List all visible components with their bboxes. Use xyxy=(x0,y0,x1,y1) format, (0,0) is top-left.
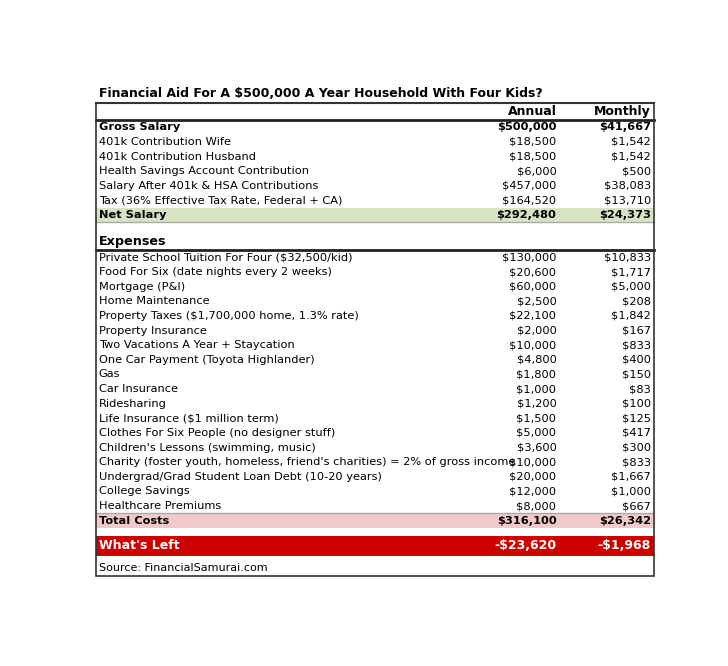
Text: $1,800: $1,800 xyxy=(516,370,556,380)
Text: $150: $150 xyxy=(622,370,651,380)
Text: $2,500: $2,500 xyxy=(517,296,556,306)
Text: $6,000: $6,000 xyxy=(517,166,556,176)
Text: Home Maintenance: Home Maintenance xyxy=(98,296,209,306)
Text: Undergrad/Grad Student Loan Debt (10-20 years): Undergrad/Grad Student Loan Debt (10-20 … xyxy=(98,472,381,482)
Text: Source: FinancialSamurai.com: Source: FinancialSamurai.com xyxy=(98,563,267,573)
Text: Financial Aid For A $500,000 A Year Household With Four Kids?: Financial Aid For A $500,000 A Year Hous… xyxy=(98,87,542,99)
Text: $18,500: $18,500 xyxy=(509,152,556,162)
Text: Private School Tuition For Four ($32,500/kid): Private School Tuition For Four ($32,500… xyxy=(98,252,352,262)
Text: $667: $667 xyxy=(622,501,651,511)
Text: -$1,968: -$1,968 xyxy=(598,539,651,552)
Text: Two Vacations A Year + Staycation: Two Vacations A Year + Staycation xyxy=(98,340,294,350)
Text: $1,542: $1,542 xyxy=(611,152,651,162)
Text: $1,717: $1,717 xyxy=(611,267,651,277)
Text: $300: $300 xyxy=(622,443,651,453)
Text: $5,000: $5,000 xyxy=(516,428,556,438)
Text: $833: $833 xyxy=(622,340,651,350)
Text: $1,200: $1,200 xyxy=(517,399,556,409)
Text: $83: $83 xyxy=(629,384,651,394)
Text: What's Left: What's Left xyxy=(98,539,179,552)
Text: $164,520: $164,520 xyxy=(502,195,556,205)
Text: 401k Contribution Wife: 401k Contribution Wife xyxy=(98,137,231,147)
Text: Food For Six (date nights every 2 weeks): Food For Six (date nights every 2 weeks) xyxy=(98,267,331,277)
Text: $1,842: $1,842 xyxy=(611,311,651,321)
Text: Mortgage (P&I): Mortgage (P&I) xyxy=(98,282,185,292)
Text: $10,000: $10,000 xyxy=(509,458,556,468)
Text: Net Salary: Net Salary xyxy=(98,210,166,220)
Text: $167: $167 xyxy=(622,326,651,336)
Text: Monthly: Monthly xyxy=(594,105,651,118)
Text: Tax (36% Effective Tax Rate, Federal + CA): Tax (36% Effective Tax Rate, Federal + C… xyxy=(98,195,342,205)
Text: Total Costs: Total Costs xyxy=(98,515,169,525)
Text: $10,833: $10,833 xyxy=(604,252,651,262)
Text: $130,000: $130,000 xyxy=(502,252,556,262)
Bar xyxy=(95,513,654,528)
Text: $8,000: $8,000 xyxy=(516,501,556,511)
Text: $60,000: $60,000 xyxy=(510,282,556,292)
Text: $13,710: $13,710 xyxy=(604,195,651,205)
Bar xyxy=(95,208,654,222)
Text: $18,500: $18,500 xyxy=(509,137,556,147)
Text: $20,600: $20,600 xyxy=(510,267,556,277)
Text: $1,500: $1,500 xyxy=(516,414,556,424)
Text: Annual: Annual xyxy=(507,105,556,118)
Text: $12,000: $12,000 xyxy=(510,486,556,496)
Text: $500,000: $500,000 xyxy=(497,123,556,133)
Text: Charity (foster youth, homeless, friend's charities) = 2% of gross income: Charity (foster youth, homeless, friend'… xyxy=(98,458,515,468)
Text: 401k Contribution Husband: 401k Contribution Husband xyxy=(98,152,256,162)
Text: $38,083: $38,083 xyxy=(604,180,651,190)
Text: $1,667: $1,667 xyxy=(611,472,651,482)
Text: $41,667: $41,667 xyxy=(599,123,651,133)
Text: $292,480: $292,480 xyxy=(496,210,556,220)
Text: Healthcare Premiums: Healthcare Premiums xyxy=(98,501,221,511)
Text: $26,342: $26,342 xyxy=(599,515,651,525)
Text: One Car Payment (Toyota Highlander): One Car Payment (Toyota Highlander) xyxy=(98,355,314,365)
Text: Ridesharing: Ridesharing xyxy=(98,399,167,409)
Text: $125: $125 xyxy=(622,414,651,424)
Text: Gross Salary: Gross Salary xyxy=(98,123,180,133)
Text: $457,000: $457,000 xyxy=(502,180,556,190)
Text: Expenses: Expenses xyxy=(98,235,166,248)
Text: $100: $100 xyxy=(622,399,651,409)
Text: Children's Lessons (swimming, music): Children's Lessons (swimming, music) xyxy=(98,443,315,453)
Text: Health Savings Account Contribution: Health Savings Account Contribution xyxy=(98,166,309,176)
Text: $1,000: $1,000 xyxy=(516,384,556,394)
Text: $2,000: $2,000 xyxy=(517,326,556,336)
Text: Gas: Gas xyxy=(98,370,120,380)
Text: $20,000: $20,000 xyxy=(510,472,556,482)
Text: Car Insurance: Car Insurance xyxy=(98,384,178,394)
Text: $10,000: $10,000 xyxy=(509,340,556,350)
Text: Property Insurance: Property Insurance xyxy=(98,326,207,336)
Text: -$23,620: -$23,620 xyxy=(494,539,556,552)
Text: $1,542: $1,542 xyxy=(611,137,651,147)
Text: $3,600: $3,600 xyxy=(517,443,556,453)
Text: $833: $833 xyxy=(622,458,651,468)
Text: $316,100: $316,100 xyxy=(496,515,556,525)
Bar xyxy=(95,535,654,556)
Text: $417: $417 xyxy=(622,428,651,438)
Text: $24,373: $24,373 xyxy=(599,210,651,220)
Text: Clothes For Six People (no designer stuff): Clothes For Six People (no designer stuf… xyxy=(98,428,335,438)
Text: $500: $500 xyxy=(622,166,651,176)
Text: $5,000: $5,000 xyxy=(611,282,651,292)
Text: Salary After 401k & HSA Contributions: Salary After 401k & HSA Contributions xyxy=(98,180,318,190)
Text: $4,800: $4,800 xyxy=(517,355,556,365)
Text: $208: $208 xyxy=(622,296,651,306)
Text: $400: $400 xyxy=(622,355,651,365)
Text: $22,100: $22,100 xyxy=(510,311,556,321)
Text: $1,000: $1,000 xyxy=(611,486,651,496)
Text: College Savings: College Savings xyxy=(98,486,189,496)
Text: Property Taxes ($1,700,000 home, 1.3% rate): Property Taxes ($1,700,000 home, 1.3% ra… xyxy=(98,311,358,321)
Text: Life Insurance ($1 million term): Life Insurance ($1 million term) xyxy=(98,414,278,424)
